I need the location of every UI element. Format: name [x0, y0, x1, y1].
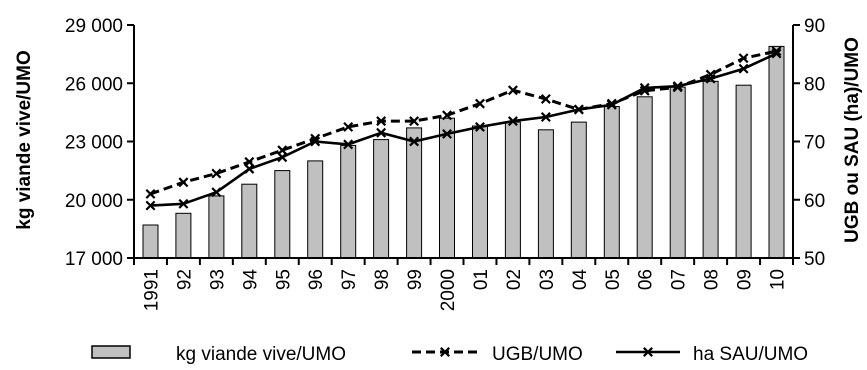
point-marker	[540, 93, 551, 104]
point-marker	[705, 73, 716, 84]
x-tick-label: 03	[537, 269, 558, 290]
point-marker	[540, 112, 551, 123]
y-axis-title-left: kg viande vive/UMO	[14, 50, 35, 230]
point-marker	[442, 128, 453, 139]
series-line	[150, 52, 778, 207]
x-tick-label: 98	[372, 269, 393, 290]
bar	[241, 183, 258, 259]
axes	[133, 25, 794, 259]
y-tick-label-left: 23 000	[65, 133, 123, 154]
bar	[406, 127, 423, 259]
point-marker	[343, 121, 354, 132]
bar	[175, 212, 192, 259]
x-tick-label: 2000	[438, 269, 459, 311]
point-marker	[474, 121, 485, 132]
y-tick-label-right: 60	[804, 191, 825, 212]
bar	[439, 117, 455, 259]
bar	[340, 144, 357, 259]
legend-swatch-bar	[91, 345, 131, 359]
bar	[472, 125, 488, 259]
x-tick-label: 10	[768, 269, 789, 290]
y-axis-title-right: UGB ou SAU (ha)/UMO	[842, 37, 863, 243]
bar	[274, 170, 291, 259]
point-marker	[771, 48, 782, 59]
x-tick-label: 99	[405, 269, 426, 290]
x-tick-label: 07	[669, 269, 690, 290]
point-marker	[409, 116, 420, 127]
point-marker	[310, 136, 321, 147]
legend-label: ha SAU/UMO	[693, 344, 808, 365]
y-tick-label-right: 70	[804, 133, 825, 154]
bar-series	[142, 45, 785, 259]
legend-label: kg viande vive/UMO	[176, 344, 346, 365]
point-marker	[376, 116, 387, 127]
point-marker	[507, 116, 518, 127]
point-marker	[145, 188, 156, 199]
bar	[669, 86, 686, 259]
y-tick-label-right: 90	[804, 16, 825, 37]
point-marker	[639, 82, 650, 93]
point-marker	[442, 110, 453, 121]
bar	[142, 224, 159, 259]
y-tick-label-left: 17 000	[65, 249, 123, 270]
bar	[768, 45, 785, 259]
x-tick-label: 1991	[142, 269, 163, 311]
x-tick-label: 97	[339, 269, 360, 290]
x-tick-label: 06	[636, 269, 657, 290]
point-marker	[178, 198, 189, 209]
point-marker	[343, 139, 354, 150]
bar	[735, 84, 752, 259]
legend-marker	[440, 347, 450, 357]
legend: kg viande vive/UMO UGB/UMO ha SAU/UMO	[91, 344, 808, 365]
bar	[208, 195, 225, 259]
x-tick-label: 96	[306, 269, 327, 290]
point-marker	[507, 85, 518, 96]
bar	[504, 121, 521, 259]
point-marker	[672, 81, 683, 92]
x-tick-label: 04	[570, 269, 591, 291]
x-tick-label: 94	[240, 269, 261, 291]
line-series	[145, 46, 782, 211]
point-marker	[376, 127, 387, 138]
bar	[307, 160, 324, 259]
point-marker	[145, 200, 156, 211]
bar	[603, 106, 620, 259]
y-tick-label-left: 26 000	[65, 74, 123, 95]
x-tick-label: 92	[174, 269, 195, 290]
point-marker	[738, 63, 749, 74]
bar	[537, 129, 554, 259]
ticks: 17 000 20 000 23 000 26 000 29 000 50 60 70 80 90…	[65, 16, 825, 311]
point-marker	[211, 187, 222, 198]
point-marker	[178, 177, 189, 188]
legend-marker	[643, 347, 653, 357]
x-tick-label: 01	[471, 269, 492, 290]
point-marker	[244, 163, 255, 174]
x-tick-label: 95	[273, 269, 294, 290]
point-marker	[573, 104, 584, 115]
point-marker	[409, 136, 420, 147]
series-line	[150, 49, 777, 196]
y-tick-label-left: 29 000	[65, 16, 123, 37]
point-marker	[277, 152, 288, 163]
y-tick-label-right: 80	[804, 74, 825, 95]
bar	[636, 96, 653, 259]
x-tick-label: 08	[702, 269, 723, 290]
y-tick-label-left: 20 000	[65, 191, 123, 212]
point-marker	[474, 98, 485, 109]
point-marker	[211, 168, 222, 179]
x-tick-label: 02	[504, 269, 525, 290]
bar	[702, 80, 719, 259]
y-tick-label-right: 50	[804, 249, 825, 270]
point-marker	[606, 99, 617, 110]
legend-label: UGB/UMO	[492, 344, 583, 365]
bar	[373, 139, 390, 259]
x-tick-label: 09	[735, 269, 756, 290]
point-marker	[738, 53, 749, 64]
bar	[570, 121, 587, 259]
x-tick-label: 05	[603, 269, 624, 290]
x-tick-label: 93	[207, 269, 228, 290]
